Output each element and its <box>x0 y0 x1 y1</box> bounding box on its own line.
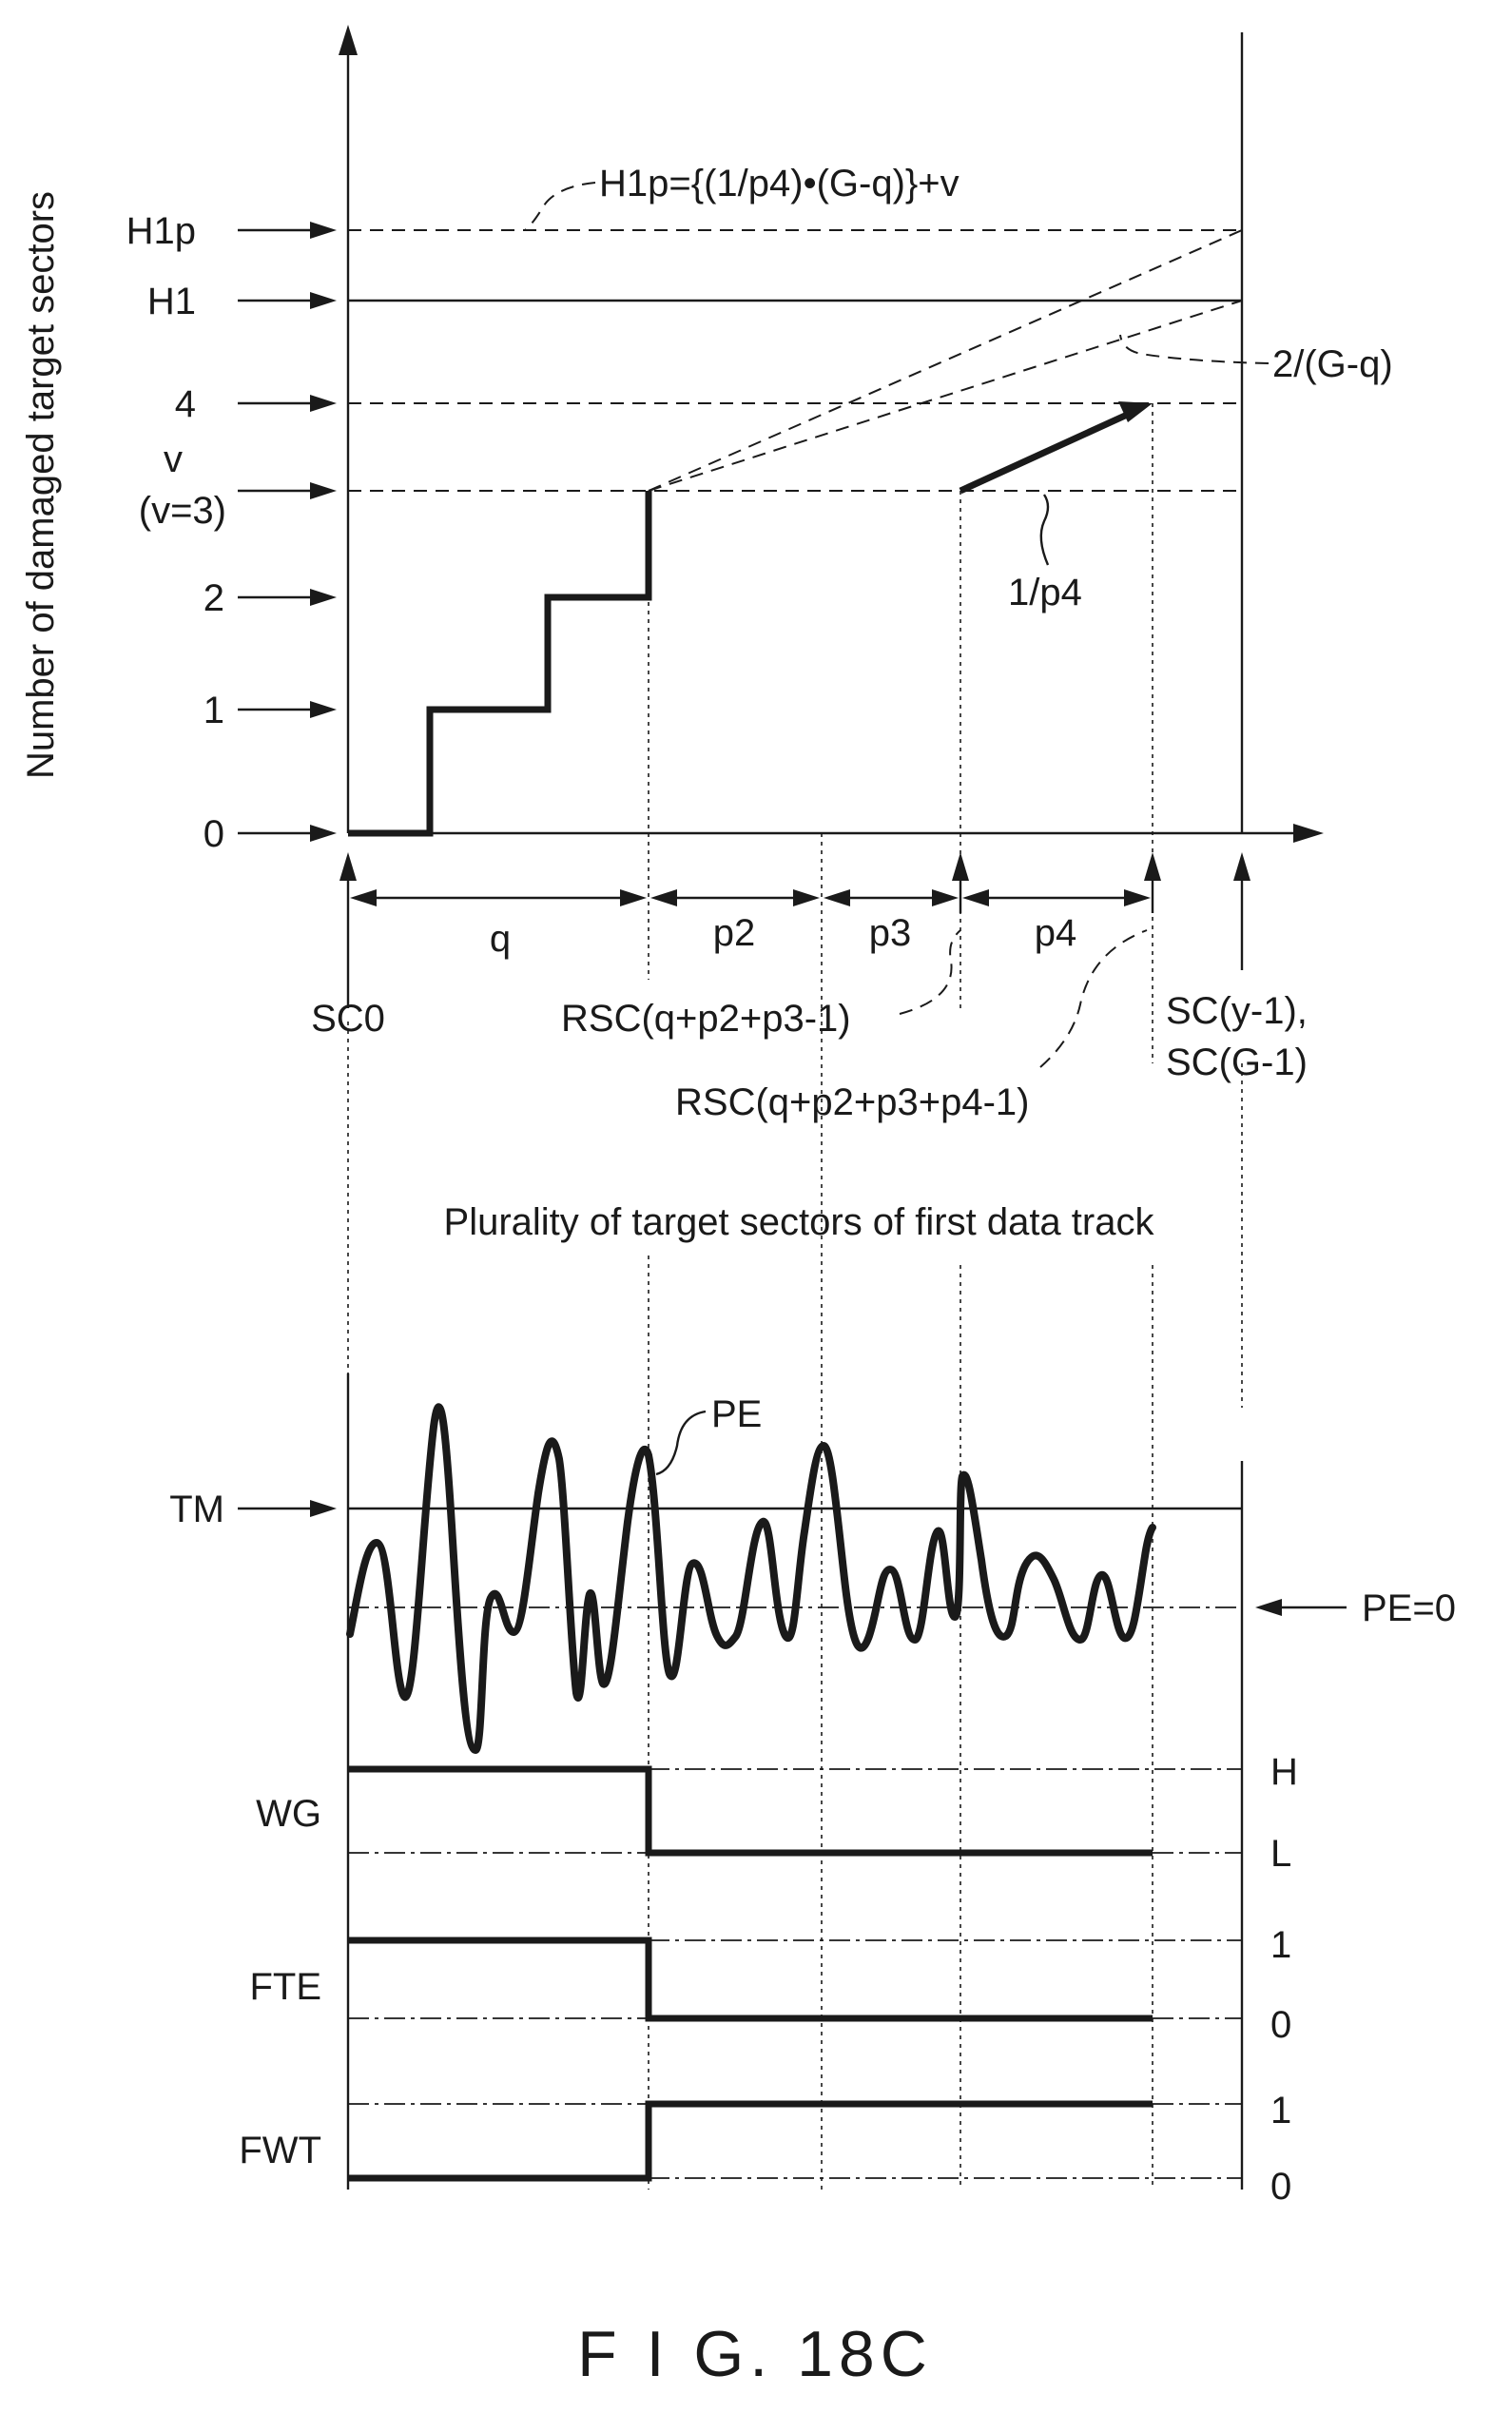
pe-zero-label: PE=0 <box>1362 1587 1456 1629</box>
fwt-zero-label: 0 <box>1270 2166 1291 2208</box>
slope-label-1-over-p4: 1/p4 <box>1008 572 1082 613</box>
y-axis-label: Number of damaged target sectors <box>20 191 62 779</box>
sector-label-end-2: SC(G-1) <box>1166 1042 1308 1083</box>
signal-label-tm: TM <box>169 1489 224 1530</box>
marker-arrowhead-rsc-a <box>952 852 969 881</box>
signal-label-wg: WG <box>256 1793 321 1835</box>
interval-p4-arrowhead-left <box>962 889 989 906</box>
interval-p2-label: p2 <box>713 912 756 954</box>
level-label-v: v <box>164 438 183 480</box>
interval-p4-label: p4 <box>1035 912 1077 954</box>
slope-arrow-1-over-p4 <box>959 407 1137 495</box>
sector-leader-rsc-a <box>899 929 961 1015</box>
sector-label-end-1: SC(y-1), <box>1166 990 1308 1032</box>
fwt-one-label: 1 <box>1270 2090 1291 2132</box>
damage-staircase <box>348 491 652 837</box>
h1p-formula: H1p={(1/p4)•(G-q)}+v <box>599 163 960 204</box>
fte-one-label: 1 <box>1270 1924 1291 1966</box>
level-label-h1p: H1p <box>126 210 196 252</box>
x-axis-arrowhead <box>1293 824 1324 843</box>
slope-leader-1-over-p4 <box>1039 494 1050 566</box>
level-label-h1: H1 <box>147 281 196 322</box>
signal-label-pe: PE <box>711 1393 762 1435</box>
interval-q-arrowhead-right <box>620 889 647 906</box>
pe-leader <box>655 1410 707 1476</box>
sector-label-sc0: SC0 <box>311 998 385 1040</box>
pe-zero-arrowhead <box>1255 1599 1282 1616</box>
level-arrowhead-v <box>310 482 337 499</box>
interval-p3-label: p3 <box>869 912 912 954</box>
h1p-formula-leader <box>524 182 596 231</box>
marker-arrowhead-sc0 <box>339 852 357 881</box>
projection-line-h1p <box>648 229 1243 492</box>
slope-label-2-over-g-q: 2/(G-q) <box>1272 343 1393 385</box>
y-axis-arrowhead <box>339 25 358 55</box>
level-label-0: 0 <box>204 813 224 855</box>
fte-signal <box>348 1937 1153 2022</box>
fwt-signal <box>348 2100 1153 2182</box>
interval-p4-arrowhead-right <box>1124 889 1151 906</box>
signal-label-fte: FTE <box>249 1966 321 2008</box>
fte-zero-label: 0 <box>1270 2004 1291 2046</box>
wg-signal <box>348 1765 1153 1857</box>
level-arrowhead-2 <box>310 589 337 606</box>
wg-low-label: L <box>1270 1833 1291 1875</box>
level-label-2: 2 <box>204 577 224 619</box>
sector-label-rsc-a: RSC(q+p2+p3-1) <box>561 998 851 1040</box>
interval-p3-arrowhead-right <box>932 889 959 906</box>
sector-label-rsc-b: RSC(q+p2+p3+p4-1) <box>675 1081 1029 1123</box>
signal-label-fwt: FWT <box>239 2130 321 2171</box>
level-arrowhead-0 <box>310 825 337 842</box>
projection-line-2-over-g-q <box>648 300 1243 492</box>
level-arrowhead-4 <box>310 395 337 412</box>
pe-waveform <box>346 1403 1156 1754</box>
tm-arrowhead <box>310 1500 337 1517</box>
marker-arrowhead-end <box>1233 852 1250 881</box>
interval-p2-arrowhead-left <box>650 889 677 906</box>
interval-p3-arrowhead-left <box>824 889 850 906</box>
figure-caption: F I G. 18C <box>577 2318 933 2390</box>
slope-leader-2-over-g-q <box>1119 334 1270 364</box>
interval-q-arrowhead-left <box>350 889 377 906</box>
level-arrowhead-1 <box>310 701 337 718</box>
sector-leader-rsc-b <box>1039 929 1148 1068</box>
interval-q-label: q <box>490 918 511 960</box>
slope-arrowhead-1-over-p4 <box>1118 401 1153 422</box>
marker-arrowhead-rsc-b <box>1144 852 1161 881</box>
level-label-v-eq: (v=3) <box>139 490 226 532</box>
level-label-4: 4 <box>175 383 196 425</box>
interval-p2-arrowhead-right <box>793 889 820 906</box>
target-sectors-caption: Plurality of target sectors of first dat… <box>444 1201 1155 1243</box>
level-label-1: 1 <box>204 690 224 731</box>
level-arrowhead-h1 <box>310 292 337 309</box>
wg-high-label: H <box>1270 1751 1298 1793</box>
level-arrowhead-h1p <box>310 222 337 239</box>
